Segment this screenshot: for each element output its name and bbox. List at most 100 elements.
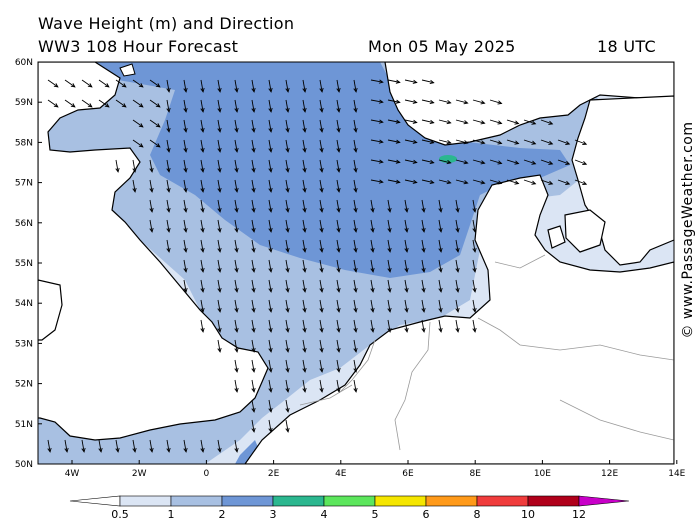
wave-arrow-head [121, 83, 127, 88]
wave-arrow [217, 439, 221, 452]
wave-arrow [472, 259, 476, 272]
wave-arrow-head [336, 147, 341, 153]
lon-label: 12E [601, 469, 618, 479]
wave-arrow [472, 139, 485, 144]
wave-arrow [285, 259, 289, 272]
wave-arrow [574, 179, 587, 185]
wave-arrow-head [87, 83, 93, 88]
wave-arrow [336, 99, 340, 112]
legend-swatch-0 [69, 495, 121, 507]
wave-arrow [81, 99, 93, 108]
wave-arrow-head [217, 127, 222, 133]
wave-arrow [438, 219, 442, 232]
wave-arrow [421, 219, 425, 232]
wave-arrow-head [302, 307, 307, 313]
wave-arrow [183, 239, 187, 252]
wave-arrow [200, 239, 204, 252]
land-ireland [38, 279, 63, 341]
map-title: Wave Height (m) and Direction [38, 14, 295, 33]
wave-arrow [336, 279, 340, 292]
wave-arrow-head [446, 99, 452, 105]
wave-arrow-head [353, 367, 358, 373]
wave-arrow [132, 99, 144, 108]
wave-arrow-head [404, 327, 409, 333]
wave-arrow [183, 279, 187, 292]
forecast-date: Mon 05 May 2025 [368, 37, 516, 56]
wave-arrow [302, 279, 306, 292]
wave-arrow-head [285, 107, 290, 113]
wave-arrow [523, 179, 536, 185]
wave-arrow-head [234, 127, 239, 133]
wave-arrow-head [319, 147, 324, 153]
wave-arrow-head [336, 367, 341, 373]
wave-arrow [115, 159, 119, 172]
wave-arrow-head [404, 247, 409, 253]
wave-arrow-head [200, 167, 205, 173]
wave-arrow [370, 219, 374, 232]
wave-arrow-head [217, 247, 222, 253]
wave-arrow-head [138, 83, 144, 88]
wave-arrow-head [268, 127, 273, 133]
wave-arrow [336, 339, 340, 352]
wave-arrow [302, 199, 306, 212]
lon-label: 2E [268, 469, 280, 479]
wave-arrow [268, 99, 272, 112]
wave-arrow [149, 439, 153, 452]
wave-arrow-head [285, 247, 290, 253]
wave-arrow [302, 259, 306, 272]
wave-arrow-head [497, 140, 503, 145]
wave-arrow-head [166, 107, 171, 113]
legend-swatch-3 [221, 495, 274, 507]
wave-arrow [506, 139, 519, 145]
wave-arrow [370, 179, 383, 183]
wave-arrow-head [404, 227, 409, 233]
wave-arrow [217, 119, 221, 132]
wave-arrow-head [353, 187, 358, 193]
wave-arrow-head [446, 179, 452, 185]
wave-arrow-head [268, 367, 273, 373]
wave-arrow-head [395, 79, 401, 84]
wave-arrow [217, 139, 221, 152]
wave-arrow-head [472, 247, 477, 253]
wave-arrow [268, 199, 272, 212]
wave-arrow [336, 119, 340, 132]
wave-arrow [455, 219, 459, 232]
wave-arrow [166, 239, 170, 252]
wave-arrow-head [285, 347, 290, 353]
wave-arrow [217, 279, 221, 292]
wave-arrow-head [319, 387, 324, 393]
wave-arrow-head [395, 159, 401, 164]
wave-arrow-head [251, 267, 256, 273]
wave-arrow [285, 299, 289, 312]
wave-arrow-head [166, 127, 171, 133]
wave-arrow-head [429, 119, 435, 125]
wave-arrow [472, 99, 485, 104]
wave-arrow-head [183, 207, 188, 213]
wave-arrow-head [472, 267, 477, 273]
wave-arrow [353, 179, 357, 192]
wave-arrow-head [582, 141, 588, 146]
wave-arrow-head [446, 139, 452, 145]
wave-arrow [421, 279, 425, 292]
wave-arrow [251, 259, 255, 272]
wave-arrow [319, 339, 323, 352]
land-funen [547, 225, 566, 249]
wave-arrow-head [166, 147, 171, 153]
wave-arrow-head [268, 387, 273, 393]
wave-arrow [183, 199, 187, 212]
wave-arrow [149, 179, 153, 192]
lon-label: 8E [469, 469, 481, 479]
wave-arrow-head [183, 447, 188, 453]
wave-arrow-head [268, 287, 273, 293]
wave-arrow [438, 179, 451, 184]
wave-arrow [200, 99, 204, 112]
lat-label: 51N [15, 420, 33, 430]
wave-arrow-head [302, 287, 307, 293]
wave-arrow-head [336, 307, 341, 313]
lat-label: 57N [15, 179, 33, 189]
wave-arrow [319, 359, 323, 372]
wave-arrow-head [438, 227, 443, 233]
wave-arrow-head [353, 87, 358, 93]
wave-arrow [217, 99, 221, 112]
wave-arrow [200, 199, 204, 212]
